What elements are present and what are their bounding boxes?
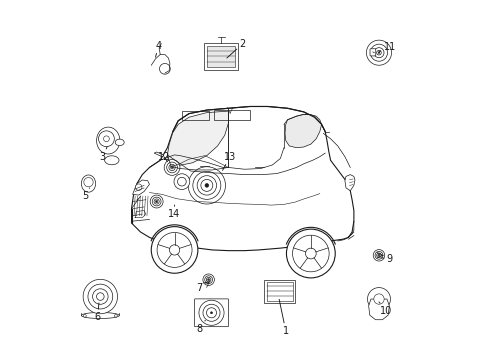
Text: 13: 13 [222, 152, 236, 170]
Bar [182, 111, 208, 120]
Circle shape [199, 300, 224, 325]
Circle shape [103, 136, 109, 141]
Circle shape [203, 304, 220, 321]
Circle shape [170, 166, 173, 169]
Circle shape [366, 40, 391, 65]
Polygon shape [167, 111, 228, 166]
Polygon shape [132, 180, 149, 195]
Circle shape [373, 48, 383, 58]
Bar [203, 43, 238, 70]
Text: 2: 2 [226, 39, 245, 58]
Circle shape [174, 174, 189, 189]
Circle shape [204, 276, 212, 284]
Polygon shape [368, 299, 388, 320]
Circle shape [201, 179, 212, 192]
Circle shape [177, 177, 186, 186]
Circle shape [83, 177, 93, 187]
Text: 12: 12 [157, 152, 170, 162]
Circle shape [377, 254, 379, 256]
Circle shape [155, 201, 158, 203]
Circle shape [164, 159, 180, 175]
Circle shape [377, 52, 379, 53]
Circle shape [99, 131, 114, 147]
FancyBboxPatch shape [194, 299, 228, 327]
Bar [264, 279, 294, 303]
Text: 11: 11 [378, 42, 395, 52]
Circle shape [370, 44, 386, 61]
Ellipse shape [81, 175, 96, 192]
Circle shape [367, 288, 389, 311]
Circle shape [378, 255, 379, 256]
Text: 7: 7 [196, 282, 206, 293]
Circle shape [376, 50, 381, 55]
Text: 5: 5 [81, 188, 89, 201]
Text: 1: 1 [279, 299, 288, 336]
Circle shape [169, 245, 179, 255]
Text: 10: 10 [378, 302, 391, 316]
Circle shape [166, 162, 177, 173]
Circle shape [305, 248, 316, 259]
Text: 6: 6 [94, 303, 101, 322]
Text: 8: 8 [196, 320, 205, 334]
Circle shape [83, 279, 117, 314]
Circle shape [206, 278, 210, 282]
Circle shape [197, 176, 216, 195]
Circle shape [188, 167, 225, 204]
Circle shape [286, 229, 335, 278]
Polygon shape [285, 114, 321, 148]
Bar [266, 282, 292, 301]
Circle shape [83, 314, 86, 317]
Circle shape [376, 253, 381, 258]
Circle shape [374, 251, 382, 259]
Circle shape [151, 226, 198, 273]
Circle shape [372, 249, 384, 261]
Circle shape [206, 308, 216, 318]
Circle shape [156, 201, 157, 202]
Circle shape [152, 197, 161, 206]
Bar [214, 110, 249, 120]
Text: 3: 3 [100, 147, 107, 162]
Circle shape [157, 233, 192, 267]
Circle shape [210, 312, 212, 314]
Circle shape [168, 164, 175, 171]
Polygon shape [154, 152, 163, 157]
Circle shape [203, 274, 214, 285]
Circle shape [204, 184, 208, 187]
Circle shape [292, 235, 328, 272]
Text: 14: 14 [168, 205, 181, 219]
Text: 4: 4 [155, 41, 161, 57]
Ellipse shape [96, 127, 120, 154]
Polygon shape [131, 107, 353, 251]
Circle shape [154, 199, 159, 204]
Circle shape [135, 184, 142, 190]
Circle shape [92, 289, 108, 304]
Circle shape [114, 314, 117, 317]
Circle shape [96, 293, 104, 300]
Circle shape [207, 279, 209, 281]
Bar [206, 46, 235, 67]
Ellipse shape [104, 156, 119, 165]
FancyBboxPatch shape [369, 49, 375, 56]
Circle shape [159, 63, 170, 74]
Circle shape [192, 171, 221, 199]
Text: 9: 9 [381, 254, 392, 264]
Circle shape [373, 294, 384, 304]
Ellipse shape [81, 312, 119, 319]
Circle shape [150, 195, 163, 208]
Ellipse shape [115, 139, 124, 145]
Polygon shape [344, 175, 354, 191]
Circle shape [171, 167, 172, 168]
Circle shape [88, 284, 113, 309]
